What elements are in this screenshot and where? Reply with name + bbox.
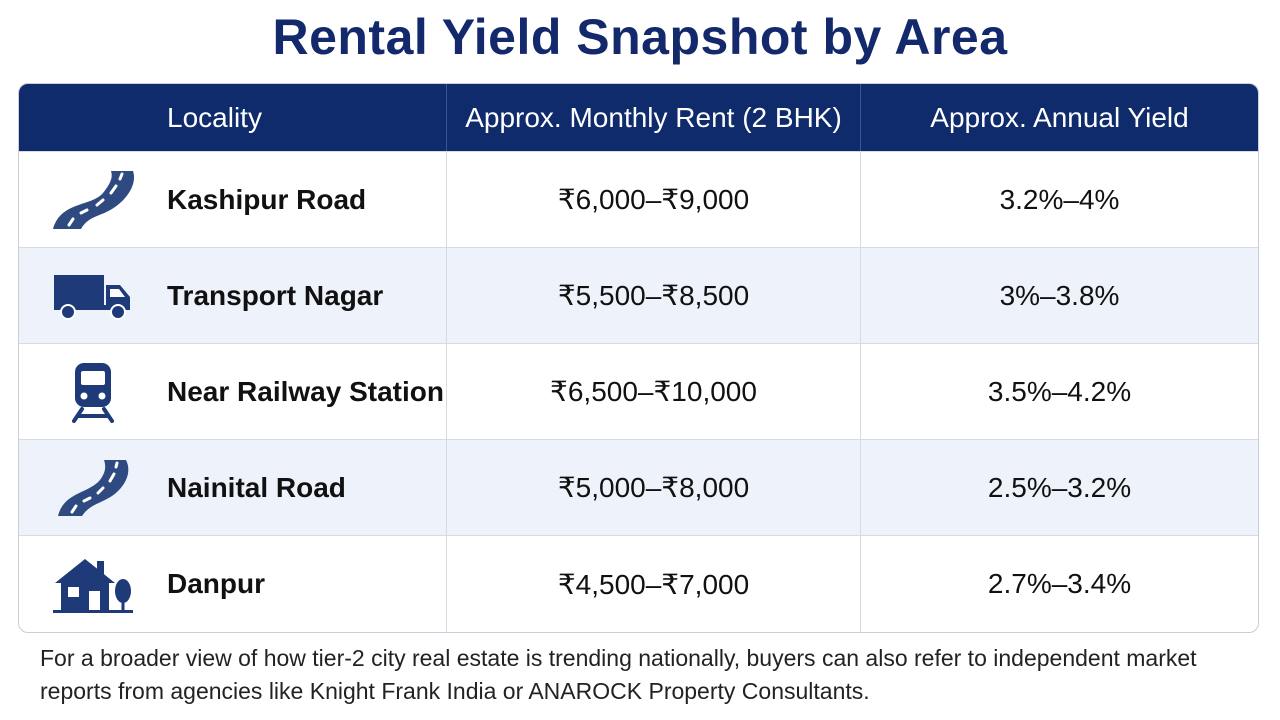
truck-icon <box>19 248 167 343</box>
locality-cell: Kashipur Road <box>19 152 446 247</box>
train-icon <box>19 344 167 439</box>
annual-yield-cell: 3.2%–4% <box>860 152 1258 247</box>
table-row: Transport Nagar ₹5,500–₹8,500 3%–3.8% <box>19 247 1258 343</box>
locality-cell: Danpur <box>19 536 446 632</box>
table-row: Kashipur Road ₹6,000–₹9,000 3.2%–4% <box>19 151 1258 247</box>
table-header: Locality Approx. Monthly Rent (2 BHK) Ap… <box>19 84 1258 151</box>
rental-yield-table: Locality Approx. Monthly Rent (2 BHK) Ap… <box>18 83 1259 633</box>
locality-cell: Near Railway Station <box>19 344 446 439</box>
road-icon <box>19 440 167 535</box>
column-header-monthly-rent: Approx. Monthly Rent (2 BHK) <box>446 84 860 151</box>
house-icon <box>19 536 167 632</box>
annual-yield-cell: 2.7%–3.4% <box>860 536 1258 632</box>
table-row: Nainital Road ₹5,000–₹8,000 2.5%–3.2% <box>19 439 1258 535</box>
column-header-annual-yield: Approx. Annual Yield <box>860 84 1258 151</box>
locality-cell: Transport Nagar <box>19 248 446 343</box>
locality-cell: Nainital Road <box>19 440 446 535</box>
locality-name: Danpur <box>167 568 265 599</box>
monthly-rent-cell: ₹5,500–₹8,500 <box>446 248 860 343</box>
column-header-locality: Locality <box>167 101 262 133</box>
footnote-text: For a broader view of how tier-2 city re… <box>40 645 1197 704</box>
monthly-rent-cell: ₹6,500–₹10,000 <box>446 344 860 439</box>
monthly-rent-cell: ₹5,000–₹8,000 <box>446 440 860 535</box>
annual-yield-cell: 3.5%–4.2% <box>860 344 1258 439</box>
locality-name: Near Railway Station <box>167 375 444 407</box>
monthly-rent-cell: ₹4,500–₹7,000 <box>446 536 860 632</box>
road-icon <box>19 152 167 247</box>
table-row: Near Railway Station ₹6,500–₹10,000 3.5%… <box>19 343 1258 439</box>
annual-yield-cell: 3%–3.8% <box>860 248 1258 343</box>
annual-yield-cell: 2.5%–3.2% <box>860 440 1258 535</box>
locality-name: Kashipur Road <box>167 183 367 215</box>
table-row: Danpur ₹4,500–₹7,000 2.7%–3.4% <box>19 535 1258 632</box>
page-title: Rental Yield Snapshot by Area <box>272 9 1008 65</box>
locality-name: Transport Nagar <box>167 279 384 311</box>
monthly-rent-cell: ₹6,000–₹9,000 <box>446 152 860 247</box>
locality-name: Nainital Road <box>167 471 346 503</box>
